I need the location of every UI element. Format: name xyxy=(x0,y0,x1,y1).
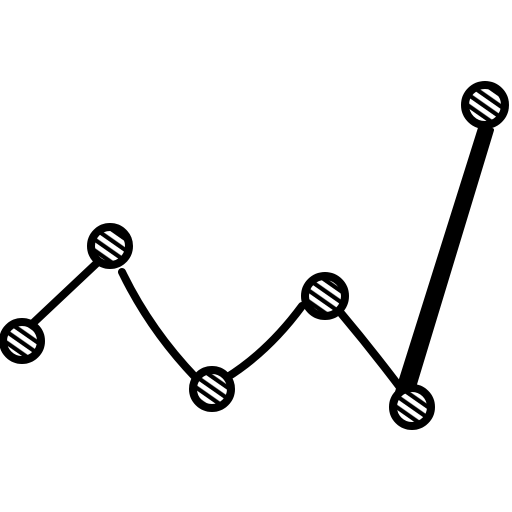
data-point-marker xyxy=(87,223,133,269)
chart-line xyxy=(26,123,494,396)
data-point-marker xyxy=(301,272,349,320)
data-markers xyxy=(0,81,509,430)
data-point-marker xyxy=(0,318,45,364)
segment-2 xyxy=(118,268,200,382)
data-point-marker xyxy=(389,384,435,430)
data-point-marker xyxy=(461,81,509,129)
segment-3 xyxy=(222,302,306,382)
segment-4 xyxy=(336,308,406,394)
segment-1 xyxy=(26,258,102,330)
data-point-marker xyxy=(189,366,235,412)
